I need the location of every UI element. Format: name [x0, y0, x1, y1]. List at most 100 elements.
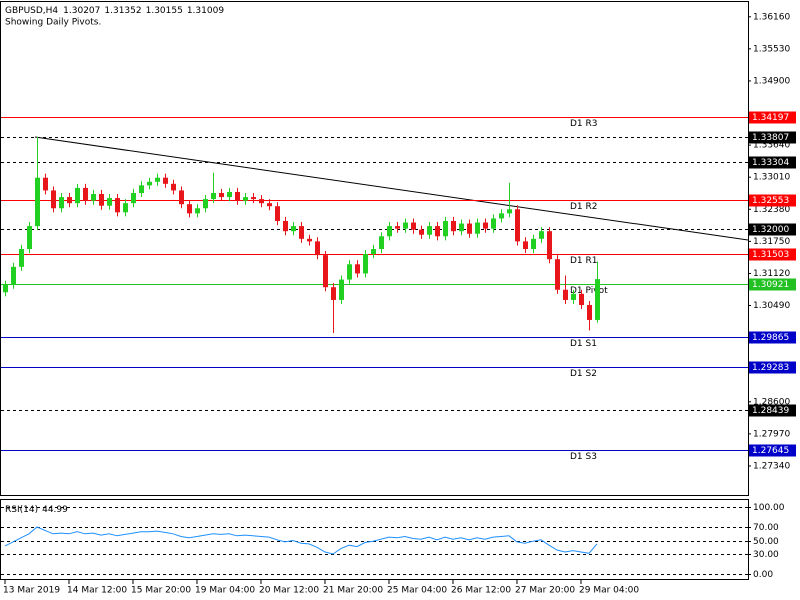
level-box — [749, 131, 796, 144]
level-box — [749, 404, 796, 417]
level-box — [749, 444, 796, 457]
y-tick-label: 1.32380 — [753, 205, 790, 215]
y-tick-label: 1.30490 — [753, 301, 790, 311]
candle-body — [227, 191, 232, 198]
symbol: GBPUSD,H4 — [5, 6, 58, 16]
y-tick-label: 1.36160 — [753, 12, 790, 22]
candle-body — [395, 226, 400, 229]
x-tick-label: 27 Mar 20:00 — [515, 586, 575, 596]
candle-body — [435, 226, 440, 237]
candle-body — [379, 236, 384, 250]
level-box — [749, 111, 796, 124]
y-tick-label: 1.27340 — [753, 461, 790, 471]
level-box — [749, 194, 796, 207]
x-tick-label: 25 Mar 04:00 — [387, 586, 447, 596]
candle-body — [299, 226, 304, 239]
candle-body — [459, 223, 464, 232]
x-tick-label: 19 Mar 04:00 — [195, 586, 255, 596]
rsi-tick-label: 100.00 — [753, 503, 785, 513]
candle-body — [371, 249, 376, 255]
candle-body — [195, 208, 200, 214]
candle-body — [19, 249, 24, 267]
level-value: 1.29283 — [752, 363, 789, 373]
level-box — [749, 278, 796, 291]
candle-body — [83, 187, 88, 201]
candle-body — [315, 241, 320, 256]
candle-body — [179, 190, 184, 205]
candle-body — [267, 203, 272, 207]
x-tick-label: 14 Mar 12:00 — [67, 586, 127, 596]
rsi-tick-label: 0.00 — [753, 570, 773, 580]
rsi-tick-label: 30.00 — [753, 550, 779, 560]
candle-body — [91, 194, 96, 201]
candle-body — [579, 293, 584, 306]
rsi-tick-label: 50.00 — [753, 537, 779, 547]
candle-body — [323, 255, 328, 288]
candle-body — [67, 197, 72, 204]
candle-body — [595, 279, 600, 320]
candle-body — [483, 222, 488, 229]
level-box — [749, 223, 796, 236]
trend-line — [34, 136, 749, 241]
last-low: 1.30155 — [146, 6, 183, 16]
candle-body — [363, 254, 368, 274]
level-value: 1.30921 — [752, 280, 789, 290]
y-tick-label: 1.28600 — [753, 397, 790, 407]
level-box — [749, 331, 796, 344]
level-box — [749, 156, 796, 169]
candle-body — [123, 203, 128, 213]
candle-body — [555, 259, 560, 290]
y-tick-label: 1.34900 — [753, 76, 790, 86]
candle-body — [347, 264, 352, 280]
level-value: 1.33304 — [752, 158, 789, 168]
candle-body — [11, 266, 16, 285]
level-name: D1 S2 — [570, 369, 597, 379]
level-value: 1.32553 — [752, 196, 789, 206]
candle-body — [451, 220, 456, 232]
y-tick-label: 1.31750 — [753, 237, 790, 247]
level-value: 1.33807 — [752, 133, 789, 143]
candle-body — [171, 183, 176, 191]
rsi-header: RSI(14) 44.99 — [5, 505, 68, 515]
candle-body — [403, 222, 408, 229]
candle-body — [563, 289, 568, 300]
candle-body — [115, 198, 120, 213]
candle-body — [27, 226, 32, 250]
x-tick-label: 29 Mar 04:00 — [579, 586, 639, 596]
candle-body — [99, 194, 104, 206]
y-tick-label: 1.33640 — [753, 141, 790, 151]
last-open: 1.30207 — [63, 6, 100, 16]
x-tick-label: 15 Mar 20:00 — [131, 586, 191, 596]
rsi-line — [4, 526, 598, 555]
candle-body — [259, 199, 264, 204]
candle-body — [427, 226, 432, 235]
level-name: D1 R1 — [570, 256, 598, 266]
last-high: 1.31352 — [104, 6, 141, 16]
candle-body — [547, 231, 552, 260]
subtitle: Showing Daily Pivots. — [5, 18, 101, 28]
candle-body — [507, 209, 512, 214]
level-name: D1 R3 — [570, 119, 598, 129]
level-box — [749, 361, 796, 374]
candle-body — [307, 238, 312, 242]
candle-body — [211, 192, 216, 200]
candle-body — [3, 284, 8, 293]
candle-body — [411, 222, 416, 230]
candle-body — [139, 185, 144, 193]
candle-body — [203, 199, 208, 209]
y-tick-label: 1.31120 — [753, 269, 790, 279]
level-value: 1.32000 — [752, 225, 789, 235]
candle-body — [491, 218, 496, 229]
x-tick-label: 20 Mar 12:00 — [259, 586, 319, 596]
candle-body — [387, 226, 392, 237]
level-value: 1.28439 — [752, 406, 789, 416]
price-panel — [0, 1, 749, 496]
level-name: D1 S3 — [570, 452, 597, 462]
candle-body — [355, 264, 360, 274]
candle-body — [51, 190, 56, 209]
candle-body — [35, 177, 40, 227]
candle-body — [443, 220, 448, 237]
candle-body — [283, 220, 288, 232]
level-name: D1 S1 — [570, 339, 597, 349]
